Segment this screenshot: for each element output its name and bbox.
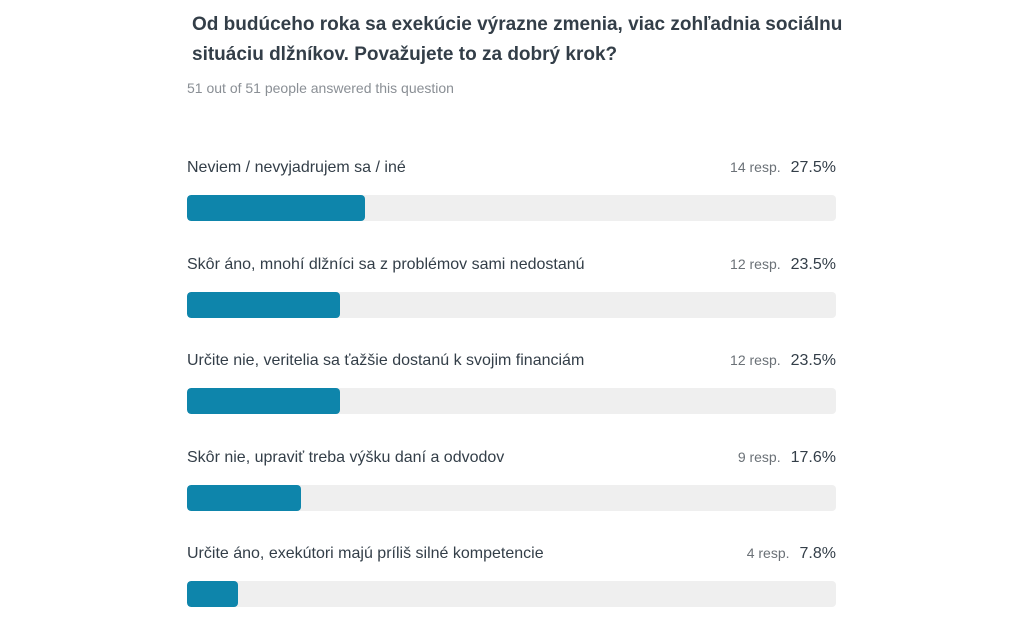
answer-label: Určite nie, veritelia sa ťažšie dostanú … [187, 352, 585, 369]
question-title: Od budúceho roka sa exekúcie výrazne zme… [192, 14, 843, 65]
answer-label: Neviem / nevyjadrujem sa / iné [187, 159, 406, 176]
bar-track [187, 195, 836, 221]
response-percent: 23.5% [790, 255, 836, 273]
answer-stats: 12 resp. 23.5% [730, 256, 836, 274]
bar-track [187, 484, 836, 511]
bar-fill [187, 484, 302, 511]
answer-row: Určite nie, veritelia sa ťažšie dostanú … [187, 343, 836, 440]
answer-stats: 4 resp. 7.8% [747, 545, 836, 563]
answer-list: Neviem / nevyjadrujem sa / iné 14 resp. … [187, 150, 836, 617]
answer-label: Určite áno, exekútori majú príliš silné … [187, 545, 544, 562]
bar-track [187, 388, 836, 414]
answer-stats: 9 resp. 17.6% [738, 449, 836, 467]
response-percent: 7.8% [799, 545, 836, 562]
bar-fill [187, 581, 238, 607]
bar-track [187, 291, 836, 318]
response-count: 12 resp. [730, 352, 781, 368]
response-count: 9 resp. [737, 448, 781, 465]
answer-stats: 12 resp. 23.5% [730, 352, 836, 370]
answer-row: Skôr áno, mnohí dlžníci sa z problémov s… [187, 247, 836, 344]
answer-label: Skôr nie, upraviť treba výšku daní a odv… [187, 448, 505, 466]
bar-track [187, 581, 836, 607]
answered-count: 51 out of 51 people answered this questi… [187, 80, 454, 96]
bar-fill [187, 195, 366, 221]
answer-row: Určite áno, exekútori majú príliš silné … [187, 536, 836, 617]
response-percent: 17.6% [790, 448, 836, 466]
bar-fill [187, 291, 340, 318]
answer-row: Skôr nie, upraviť treba výšku daní a odv… [187, 440, 836, 537]
answer-row: Neviem / nevyjadrujem sa / iné 14 resp. … [187, 150, 836, 247]
response-count: 4 resp. [746, 545, 790, 561]
answer-stats: 14 resp. 27.5% [730, 159, 836, 177]
response-percent: 27.5% [790, 159, 836, 176]
answer-label: Skôr áno, mnohí dlžníci sa z problémov s… [187, 255, 585, 273]
response-count: 12 resp. [730, 255, 781, 272]
response-count: 14 resp. [730, 159, 781, 175]
response-percent: 23.5% [790, 352, 836, 369]
bar-fill [187, 388, 340, 414]
